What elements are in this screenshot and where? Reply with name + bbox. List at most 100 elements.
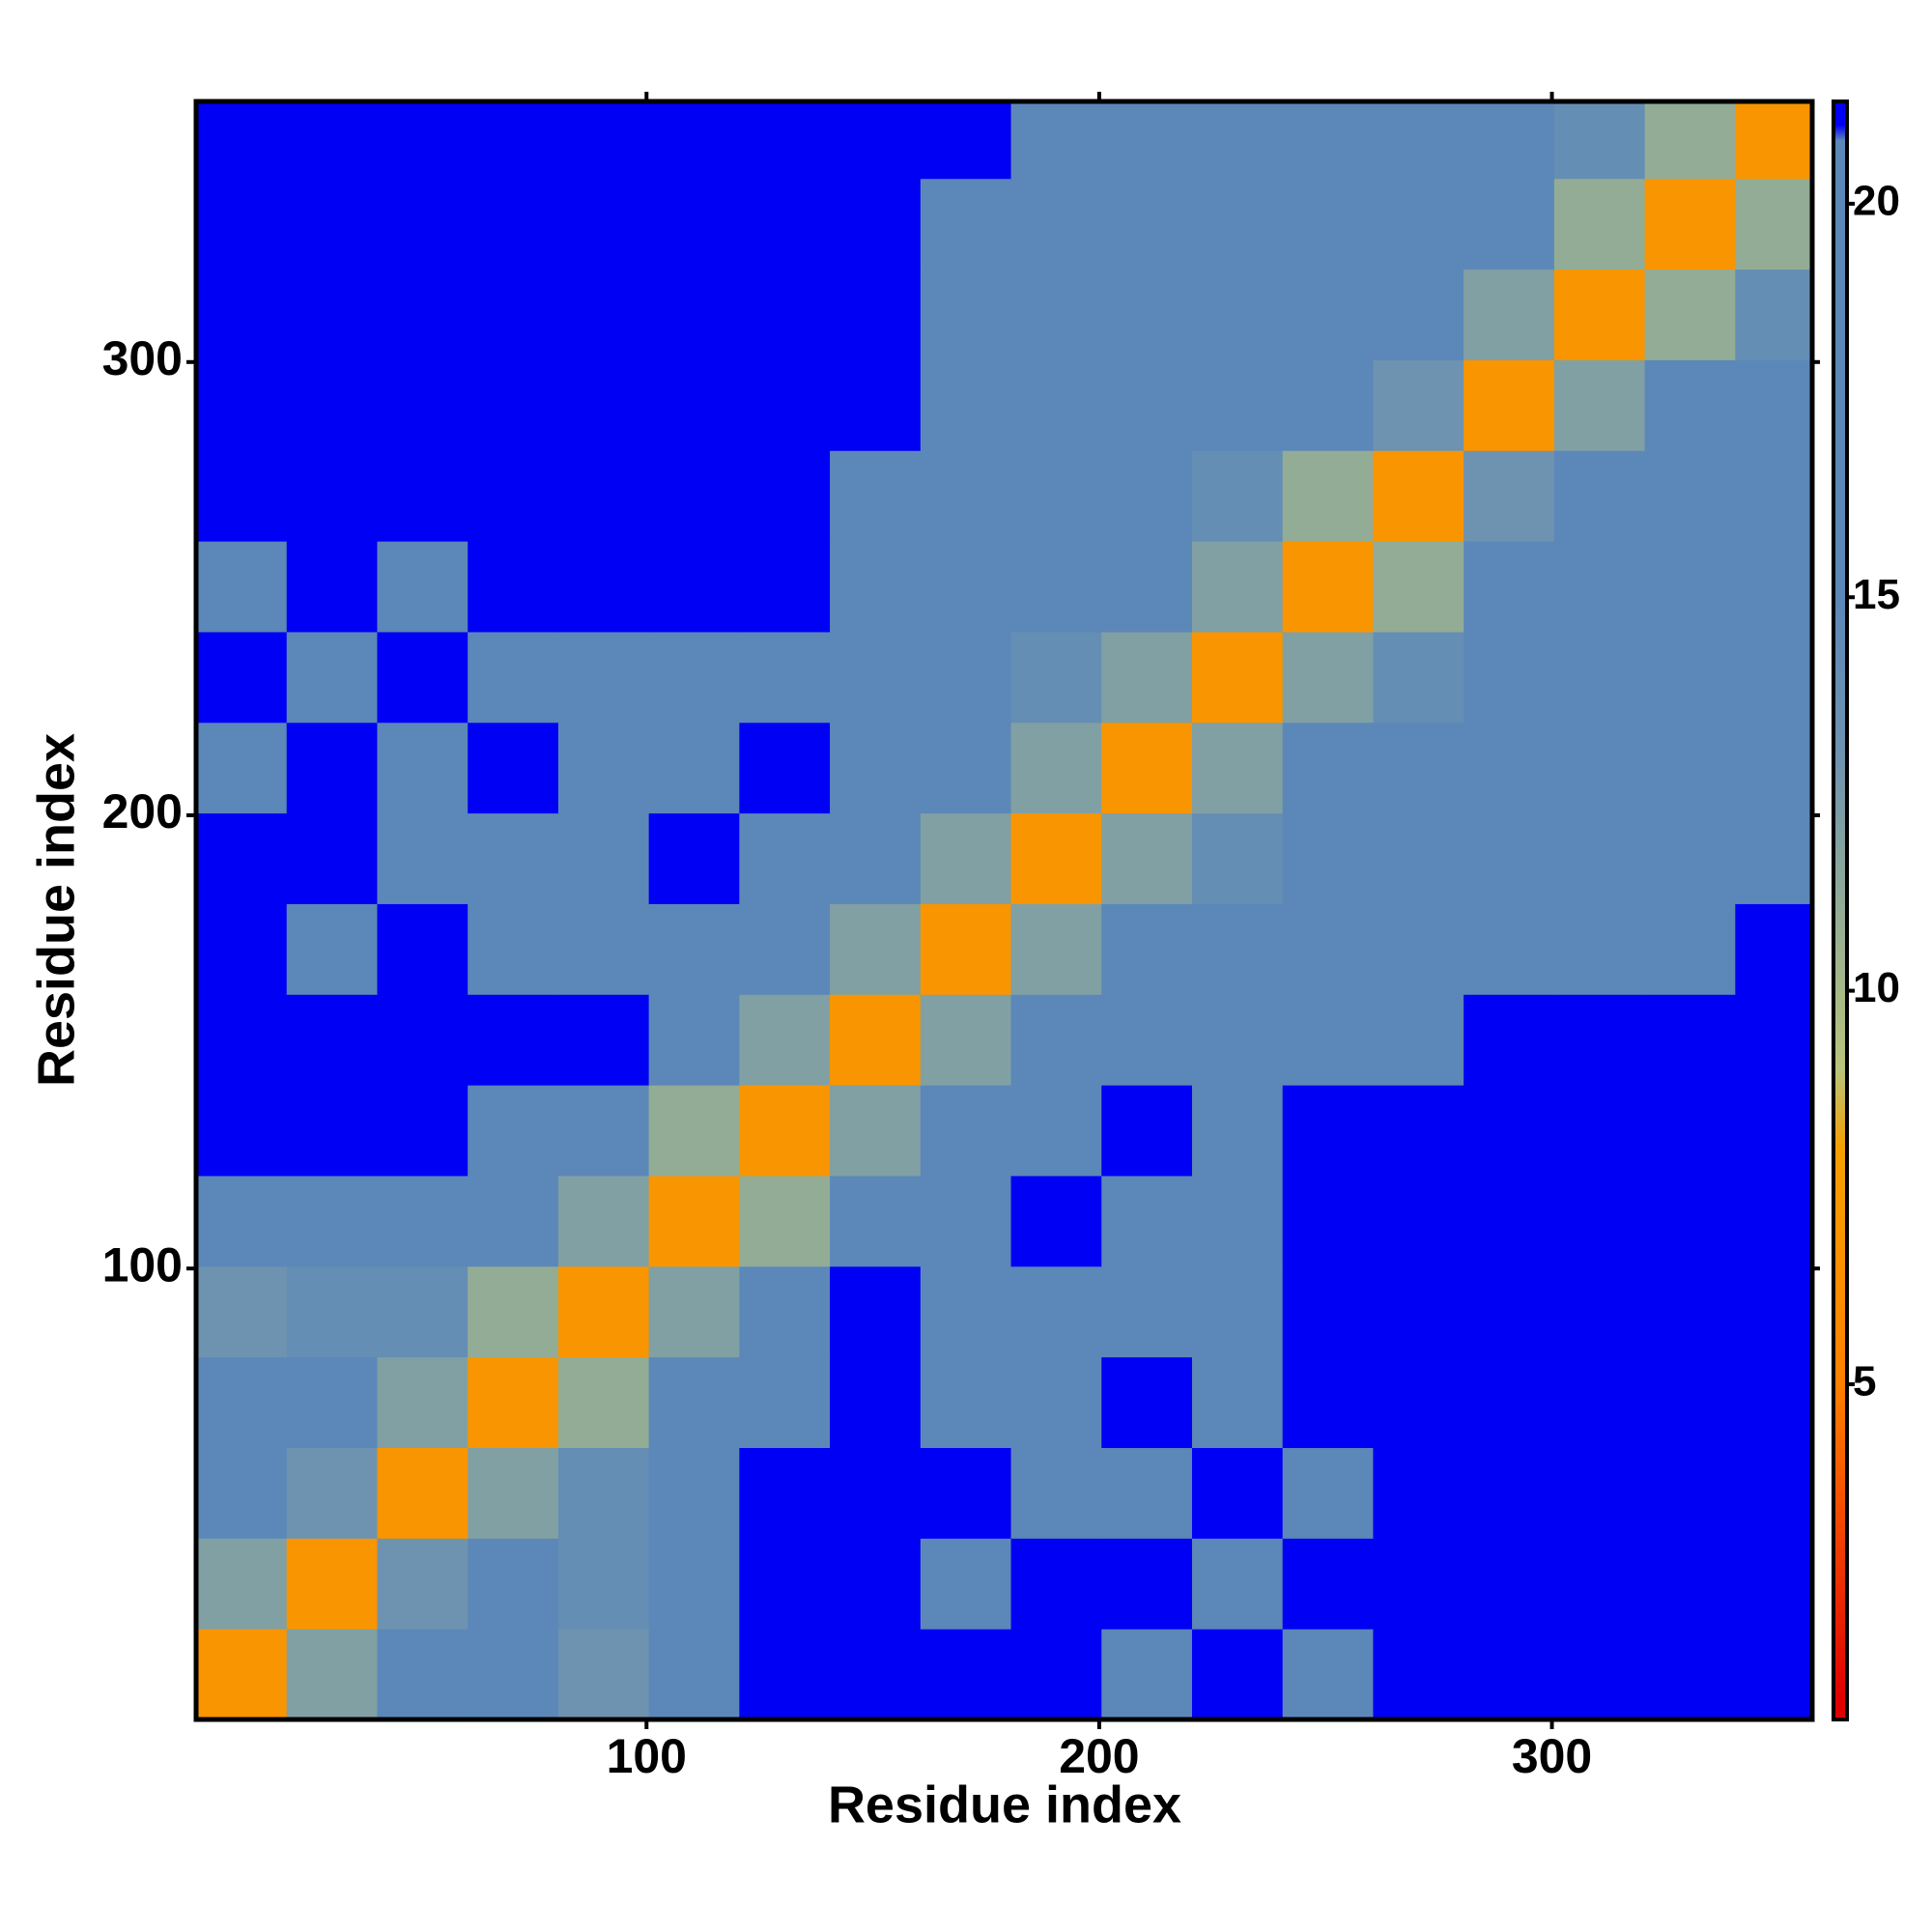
cell bbox=[286, 450, 378, 542]
cell bbox=[196, 903, 288, 995]
cell bbox=[648, 1265, 740, 1358]
cell bbox=[920, 269, 1012, 360]
cell bbox=[1373, 269, 1464, 360]
cell bbox=[286, 903, 378, 995]
cell bbox=[1010, 541, 1102, 633]
cell bbox=[286, 269, 378, 360]
cell bbox=[1101, 101, 1193, 180]
cell bbox=[286, 631, 378, 724]
cell bbox=[1191, 1447, 1284, 1539]
cell bbox=[286, 1356, 378, 1448]
cell bbox=[1282, 101, 1374, 180]
cell bbox=[377, 541, 469, 633]
cell bbox=[920, 178, 1012, 270]
cell bbox=[920, 359, 1012, 451]
cell bbox=[1735, 994, 1813, 1086]
cell bbox=[1010, 1085, 1102, 1177]
cell bbox=[1191, 178, 1284, 270]
cell bbox=[1735, 1447, 1813, 1539]
cell bbox=[1553, 1356, 1646, 1448]
cell bbox=[196, 631, 288, 724]
cell bbox=[920, 450, 1012, 542]
cell bbox=[1553, 903, 1646, 995]
cell bbox=[557, 269, 650, 360]
cell bbox=[468, 1085, 559, 1177]
cell bbox=[739, 1447, 831, 1539]
cell bbox=[1010, 1265, 1102, 1358]
cell bbox=[1553, 812, 1646, 904]
cell bbox=[1191, 722, 1284, 814]
cell bbox=[286, 101, 378, 180]
cell bbox=[468, 1265, 559, 1358]
cell bbox=[557, 1447, 650, 1539]
y-tick-label: 200 bbox=[102, 784, 183, 838]
cell bbox=[830, 1175, 922, 1267]
cell bbox=[1101, 1447, 1193, 1539]
cell bbox=[557, 101, 650, 180]
cell bbox=[1101, 269, 1193, 360]
cell bbox=[920, 722, 1012, 814]
cell bbox=[377, 631, 469, 724]
cell bbox=[286, 812, 378, 904]
cell bbox=[830, 1538, 922, 1630]
cell bbox=[196, 1175, 288, 1267]
cell bbox=[196, 1538, 288, 1630]
cell bbox=[830, 450, 922, 542]
cell bbox=[1282, 1175, 1374, 1267]
cell bbox=[1735, 1356, 1813, 1448]
cell bbox=[1463, 903, 1555, 995]
cell bbox=[830, 903, 922, 995]
cell bbox=[648, 269, 740, 360]
heatmap bbox=[196, 101, 1813, 1720]
cell bbox=[1644, 1175, 1736, 1267]
cell bbox=[196, 1265, 288, 1358]
cell bbox=[557, 722, 650, 814]
cell bbox=[377, 903, 469, 995]
cell bbox=[920, 1356, 1012, 1448]
cell bbox=[1191, 994, 1284, 1086]
cell bbox=[196, 359, 288, 451]
cell bbox=[739, 101, 831, 180]
cell bbox=[286, 1265, 378, 1358]
cell bbox=[1644, 722, 1736, 814]
cell bbox=[1282, 1085, 1374, 1177]
y-axis-title: Residue index bbox=[27, 733, 85, 1087]
cell bbox=[830, 631, 922, 724]
cell bbox=[1463, 994, 1555, 1086]
cell bbox=[1191, 631, 1284, 724]
cell bbox=[468, 101, 559, 180]
cell bbox=[920, 1538, 1012, 1630]
cell bbox=[1463, 631, 1555, 724]
cell bbox=[1735, 178, 1813, 270]
cell bbox=[1644, 903, 1736, 995]
cell bbox=[1191, 101, 1284, 180]
cell bbox=[557, 994, 650, 1086]
cell bbox=[468, 269, 559, 360]
cell bbox=[739, 994, 831, 1086]
cell bbox=[196, 269, 288, 360]
cell bbox=[648, 994, 740, 1086]
cell bbox=[196, 1356, 288, 1448]
cell bbox=[196, 1447, 288, 1539]
cell bbox=[377, 1265, 469, 1358]
cell bbox=[557, 812, 650, 904]
cell bbox=[196, 994, 288, 1086]
cell bbox=[1010, 450, 1102, 542]
cell bbox=[1373, 359, 1464, 451]
cell bbox=[920, 631, 1012, 724]
cell bbox=[1373, 1447, 1464, 1539]
cell bbox=[1373, 101, 1464, 180]
cell bbox=[1010, 359, 1102, 451]
cell bbox=[1191, 1175, 1284, 1267]
cell bbox=[196, 812, 288, 904]
cell bbox=[1463, 722, 1555, 814]
cell bbox=[1463, 1265, 1555, 1358]
cell bbox=[1463, 178, 1555, 270]
cell bbox=[1463, 541, 1555, 633]
cell bbox=[1282, 178, 1374, 270]
cell bbox=[1191, 1085, 1284, 1177]
cell bbox=[739, 178, 831, 270]
cell bbox=[920, 903, 1012, 995]
cell bbox=[1010, 1175, 1102, 1267]
cell bbox=[739, 450, 831, 542]
